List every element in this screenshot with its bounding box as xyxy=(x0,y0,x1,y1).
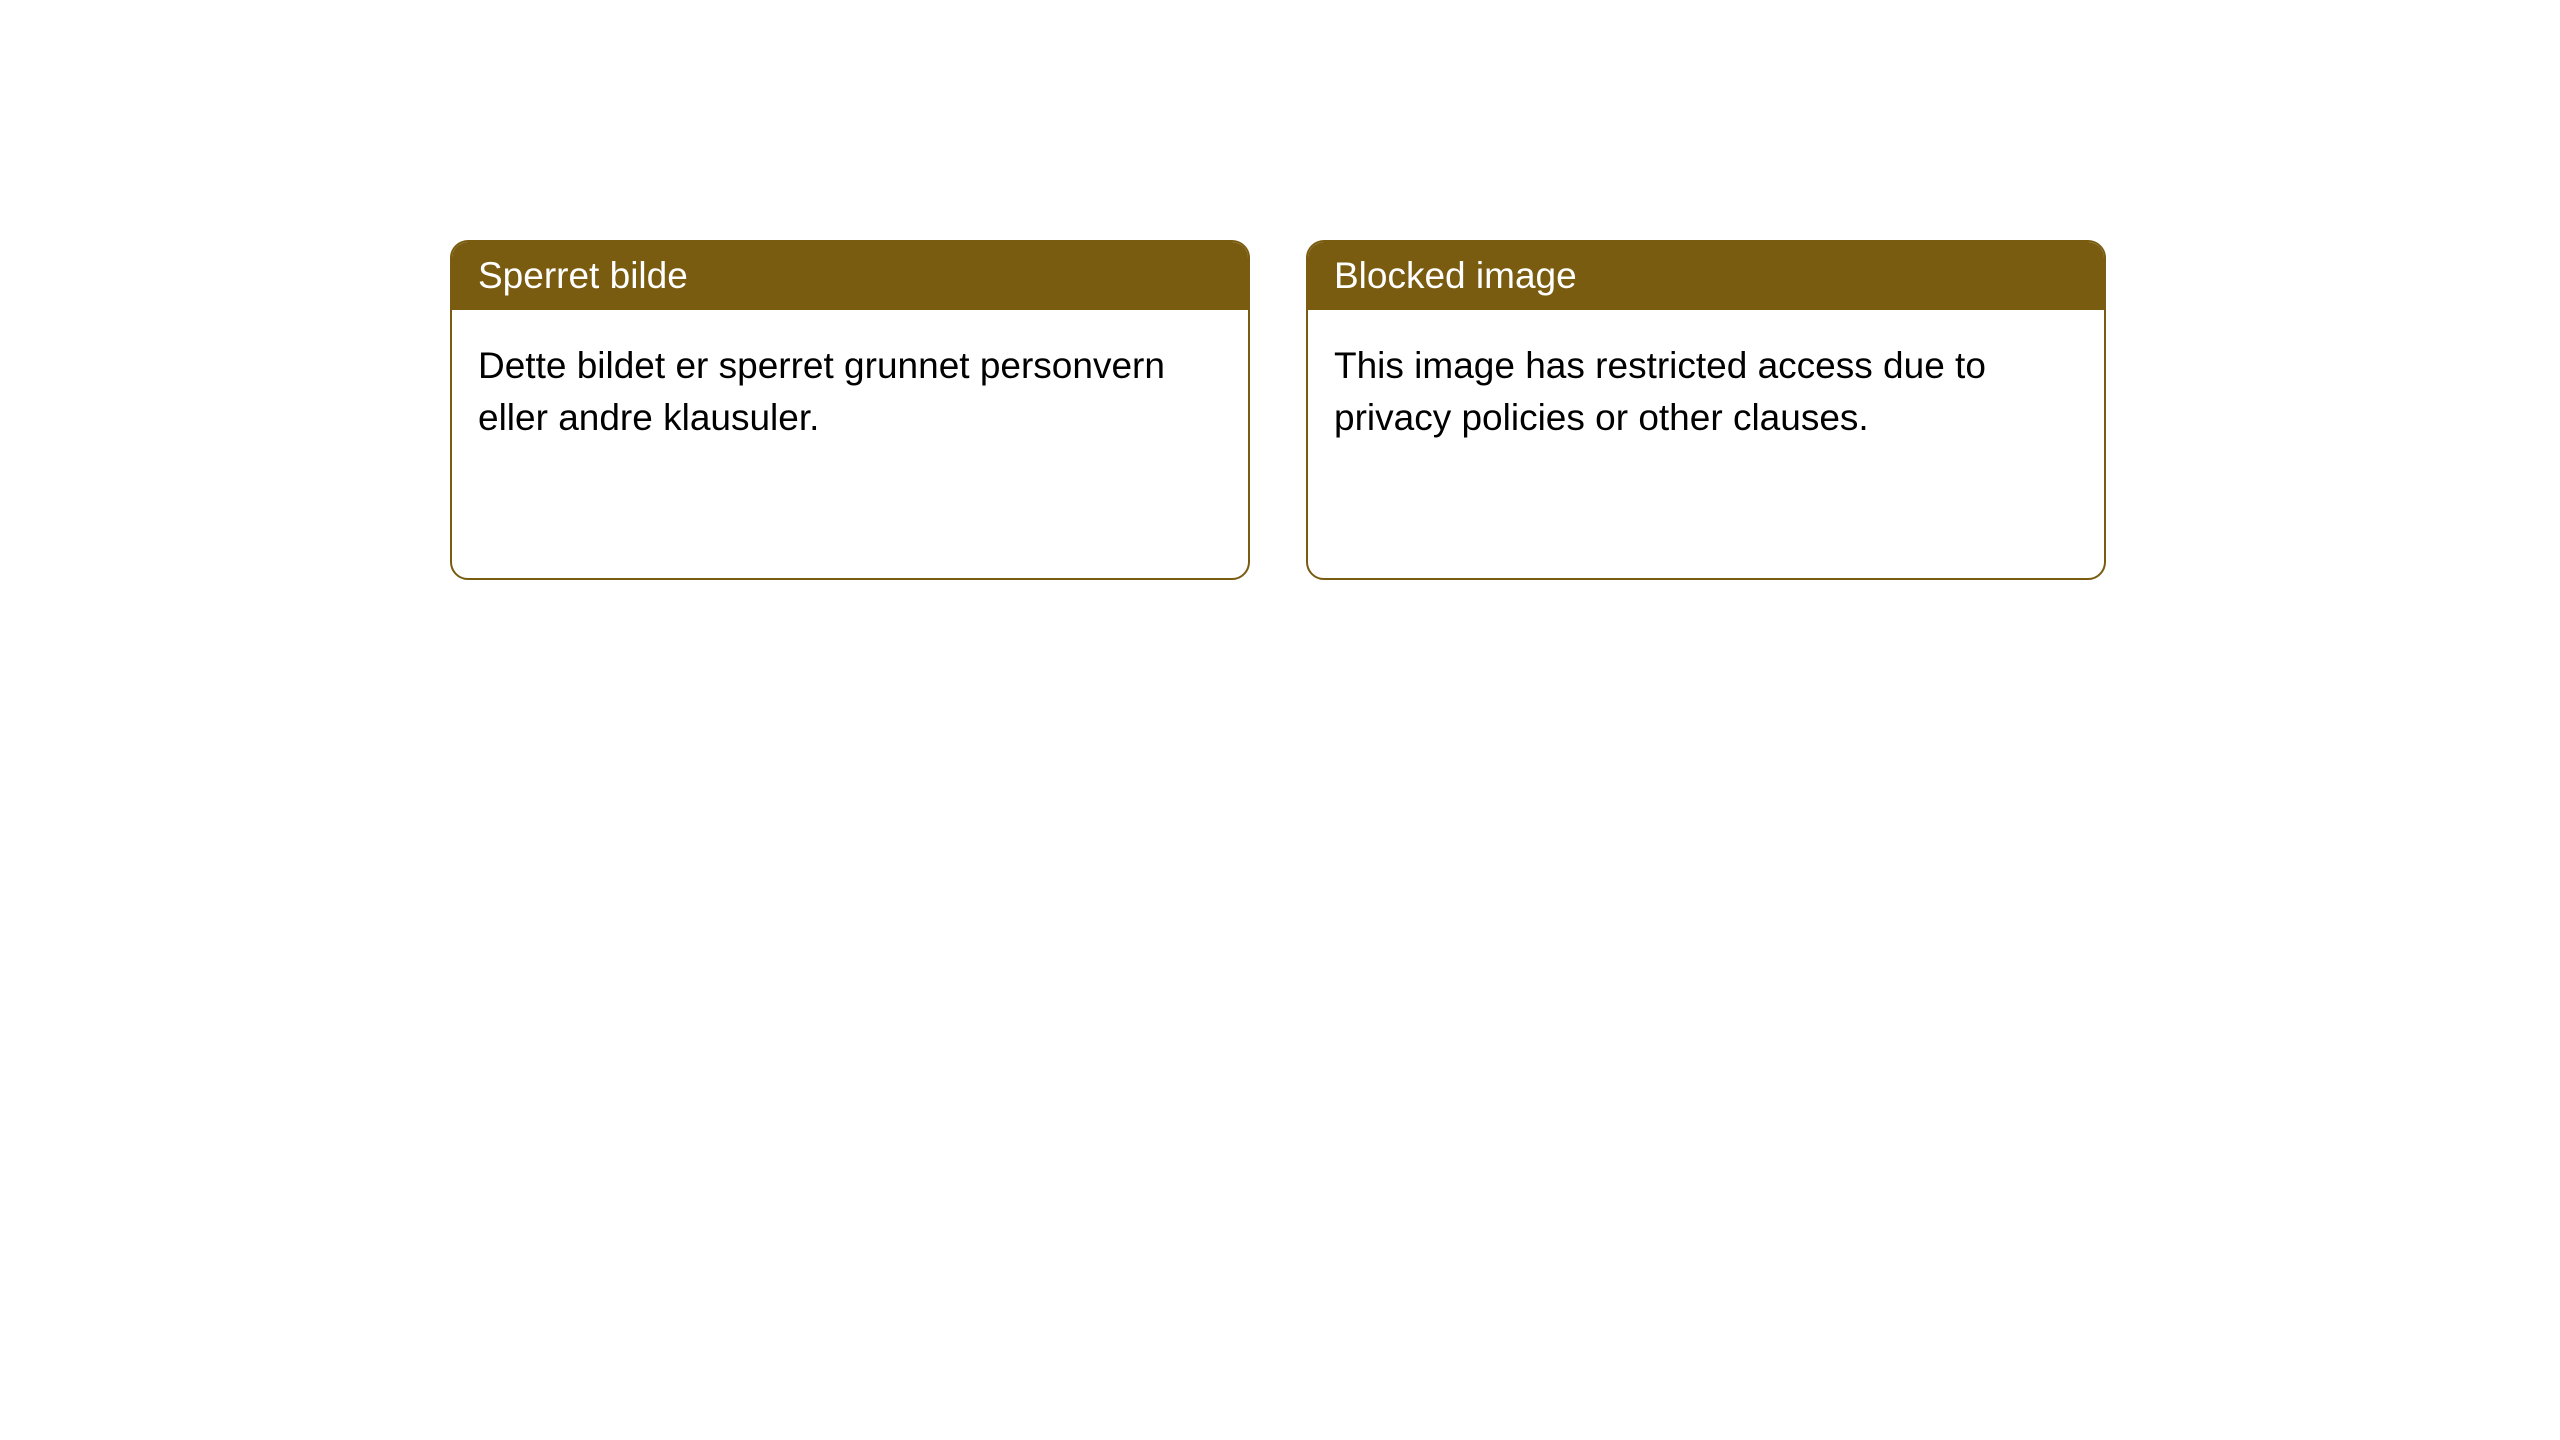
notice-title: Blocked image xyxy=(1334,255,1577,296)
notice-card-header: Sperret bilde xyxy=(452,242,1248,310)
notice-card-english: Blocked image This image has restricted … xyxy=(1306,240,2106,580)
notice-body-text: Dette bildet er sperret grunnet personve… xyxy=(478,345,1165,438)
notice-container: Sperret bilde Dette bildet er sperret gr… xyxy=(0,0,2560,580)
notice-card-body: This image has restricted access due to … xyxy=(1308,310,2104,474)
notice-card-norwegian: Sperret bilde Dette bildet er sperret gr… xyxy=(450,240,1250,580)
notice-body-text: This image has restricted access due to … xyxy=(1334,345,1986,438)
notice-card-header: Blocked image xyxy=(1308,242,2104,310)
notice-title: Sperret bilde xyxy=(478,255,688,296)
notice-card-body: Dette bildet er sperret grunnet personve… xyxy=(452,310,1248,474)
